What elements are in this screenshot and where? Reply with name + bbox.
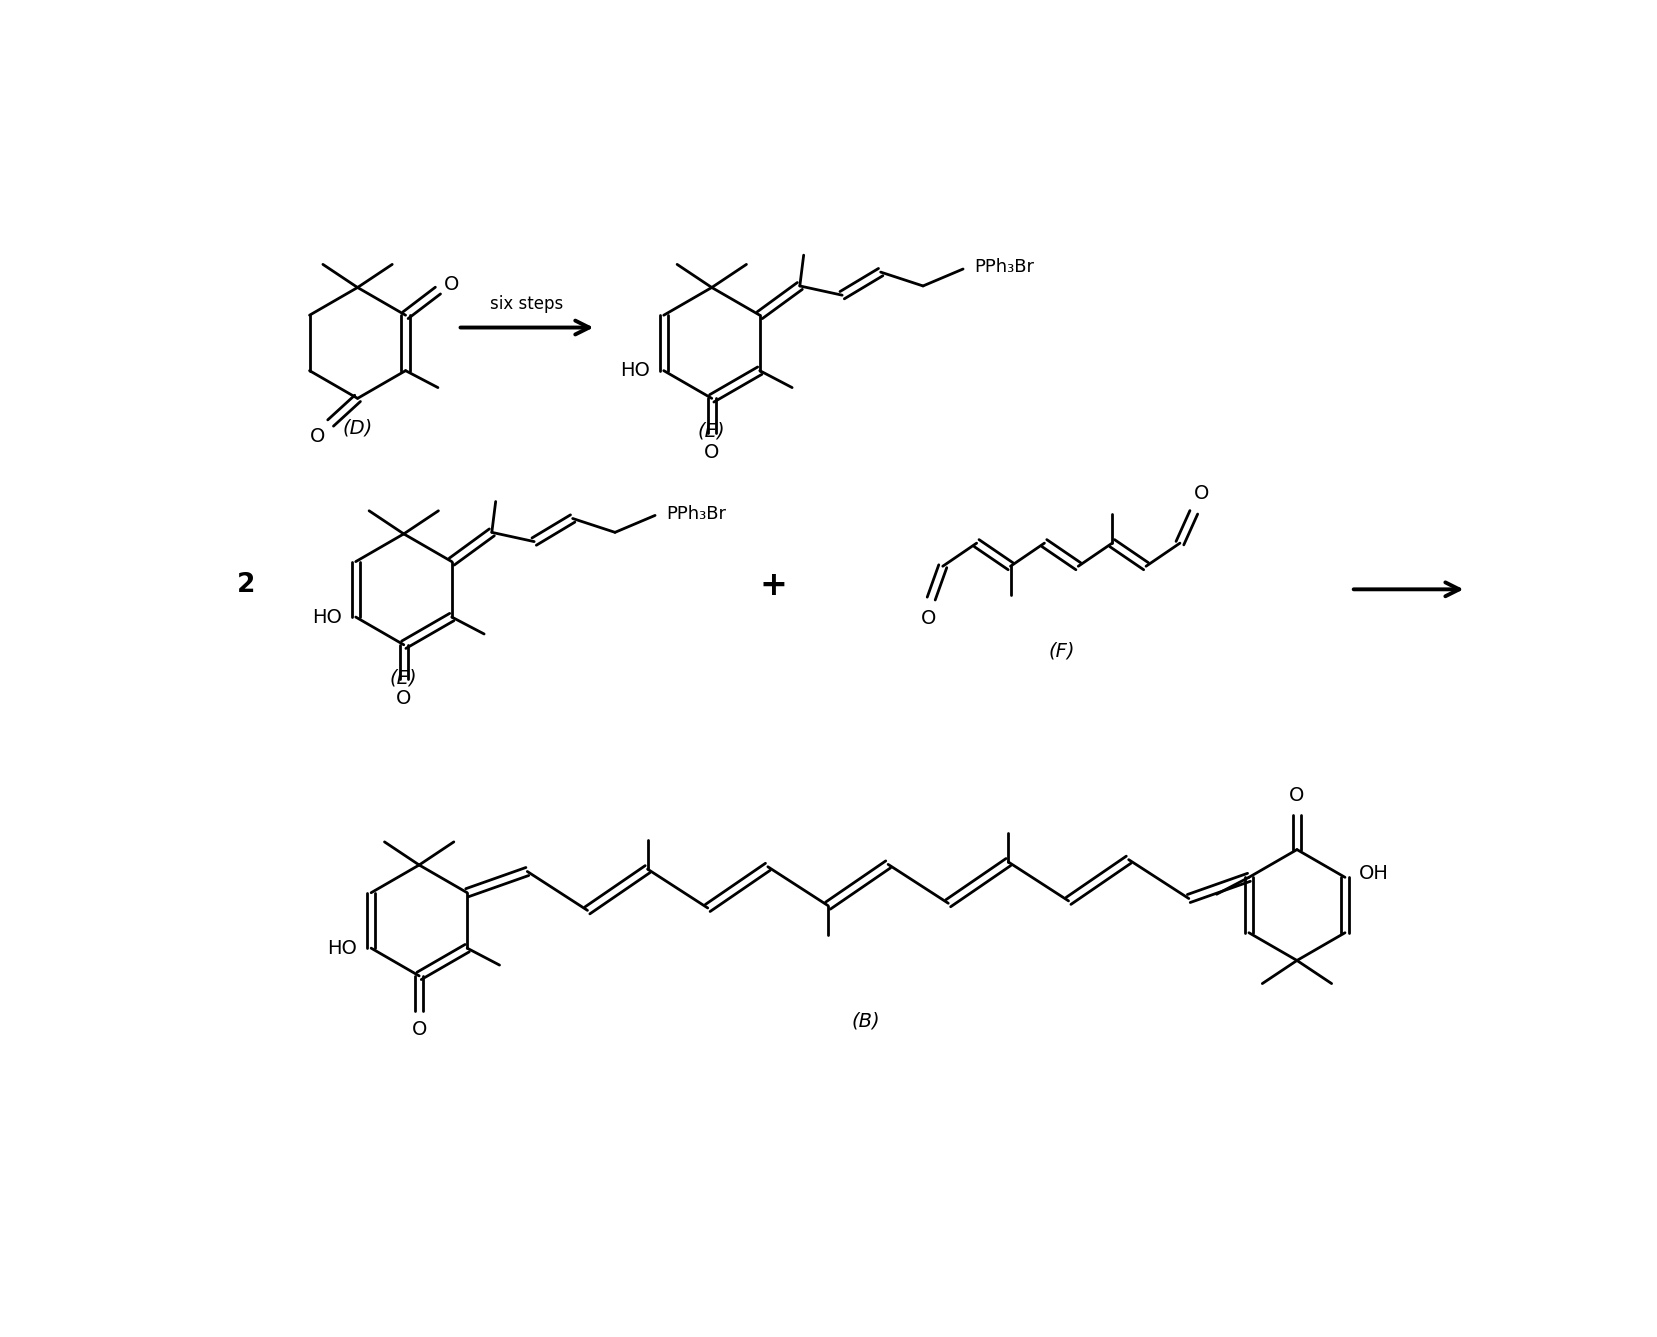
Text: HO: HO — [312, 607, 341, 627]
Text: O: O — [1193, 484, 1210, 503]
Text: PPh₃Br: PPh₃Br — [666, 505, 727, 523]
Text: (B): (B) — [852, 1011, 880, 1029]
Text: (D): (D) — [343, 418, 373, 437]
Text: (E): (E) — [389, 668, 418, 687]
Text: O: O — [310, 428, 325, 447]
Text: OH: OH — [1359, 864, 1389, 882]
Text: HO: HO — [328, 939, 358, 957]
Text: O: O — [444, 275, 459, 294]
Text: O: O — [396, 689, 411, 709]
Text: (F): (F) — [1049, 642, 1075, 660]
Text: +: + — [759, 570, 787, 602]
Text: (E): (E) — [698, 422, 726, 441]
Text: six steps: six steps — [490, 295, 563, 313]
Text: PPh₃Br: PPh₃Br — [974, 258, 1034, 277]
Text: O: O — [921, 610, 936, 628]
Text: O: O — [704, 443, 719, 461]
Text: HO: HO — [620, 361, 650, 380]
Text: 2: 2 — [237, 572, 255, 599]
Text: O: O — [1289, 786, 1304, 805]
Text: O: O — [411, 1020, 428, 1039]
